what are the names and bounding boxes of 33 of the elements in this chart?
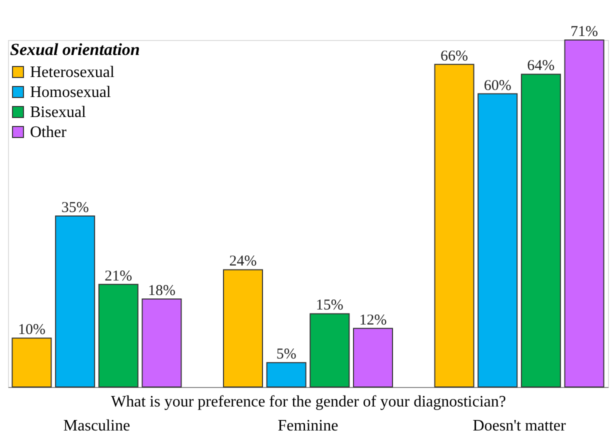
x-tick-label: Doesn't matter — [472, 418, 566, 434]
x-tick-label: Feminine — [278, 418, 338, 434]
legend-title: Sexual orientation — [10, 40, 140, 59]
bar — [310, 313, 350, 388]
bar — [222, 269, 263, 388]
bar — [564, 40, 604, 388]
data-label: 64% — [527, 58, 555, 74]
data-label: 71% — [570, 24, 598, 40]
legend-label: Homosexual — [30, 84, 112, 101]
data-label: 18% — [148, 283, 176, 300]
data-label: 66% — [440, 48, 468, 64]
bar — [266, 362, 306, 388]
bar — [55, 215, 96, 388]
data-label: 15% — [316, 298, 344, 314]
legend-label: Other — [30, 124, 68, 141]
data-label: 12% — [359, 312, 387, 328]
x-tick-label: Masculine — [63, 418, 130, 434]
legend-label: Bisexual — [30, 104, 87, 121]
x-axis-title: What is your preference for the gender of your diagnostician? — [111, 394, 506, 410]
bar — [353, 328, 394, 388]
data-label: 5% — [276, 346, 296, 363]
bar — [434, 64, 474, 388]
legend-label: Heterosexual — [30, 64, 115, 81]
data-label: 21% — [104, 268, 132, 284]
data-label: 35% — [61, 200, 89, 216]
data-label: 24% — [229, 254, 257, 270]
data-label: 10% — [18, 322, 46, 338]
bar — [142, 298, 182, 388]
bar — [12, 338, 52, 388]
data-label: 60% — [484, 78, 512, 94]
bar — [478, 93, 518, 388]
bar — [520, 74, 561, 388]
bar — [98, 284, 138, 388]
